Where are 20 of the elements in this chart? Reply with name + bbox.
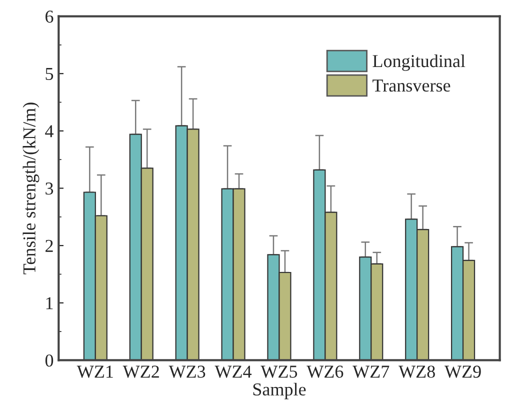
x-tick-label: WZ4 <box>214 366 252 378</box>
x-tick-label: WZ9 <box>444 366 481 378</box>
x-tick-label: WZ7 <box>352 366 390 378</box>
y-tick-label: 4 <box>45 125 54 138</box>
y-tick-label: 0 <box>45 354 54 367</box>
x-tick-label: WZ3 <box>168 366 206 378</box>
y-tick-label: 3 <box>46 182 54 195</box>
y-tick-label: 6 <box>46 10 54 23</box>
y-tick-label: 2 <box>46 240 53 252</box>
x-tick-label: WZ2 <box>122 366 159 378</box>
x-tick-label: WZ6 <box>306 366 344 378</box>
x-tick-label: WZ1 <box>76 366 113 378</box>
x-axis-title: Sample <box>253 382 306 400</box>
x-tick-label: WZ8 <box>398 366 435 378</box>
y-axis-title: Tensile strength/(kN/m) <box>22 102 40 274</box>
y-tick-label: 1 <box>46 297 53 310</box>
y-tick-label: 5 <box>46 68 54 80</box>
x-tick-label: WZ5 <box>260 366 298 378</box>
legend-label: Longitudinal <box>372 54 466 71</box>
legend-label: Transverse <box>372 80 450 92</box>
